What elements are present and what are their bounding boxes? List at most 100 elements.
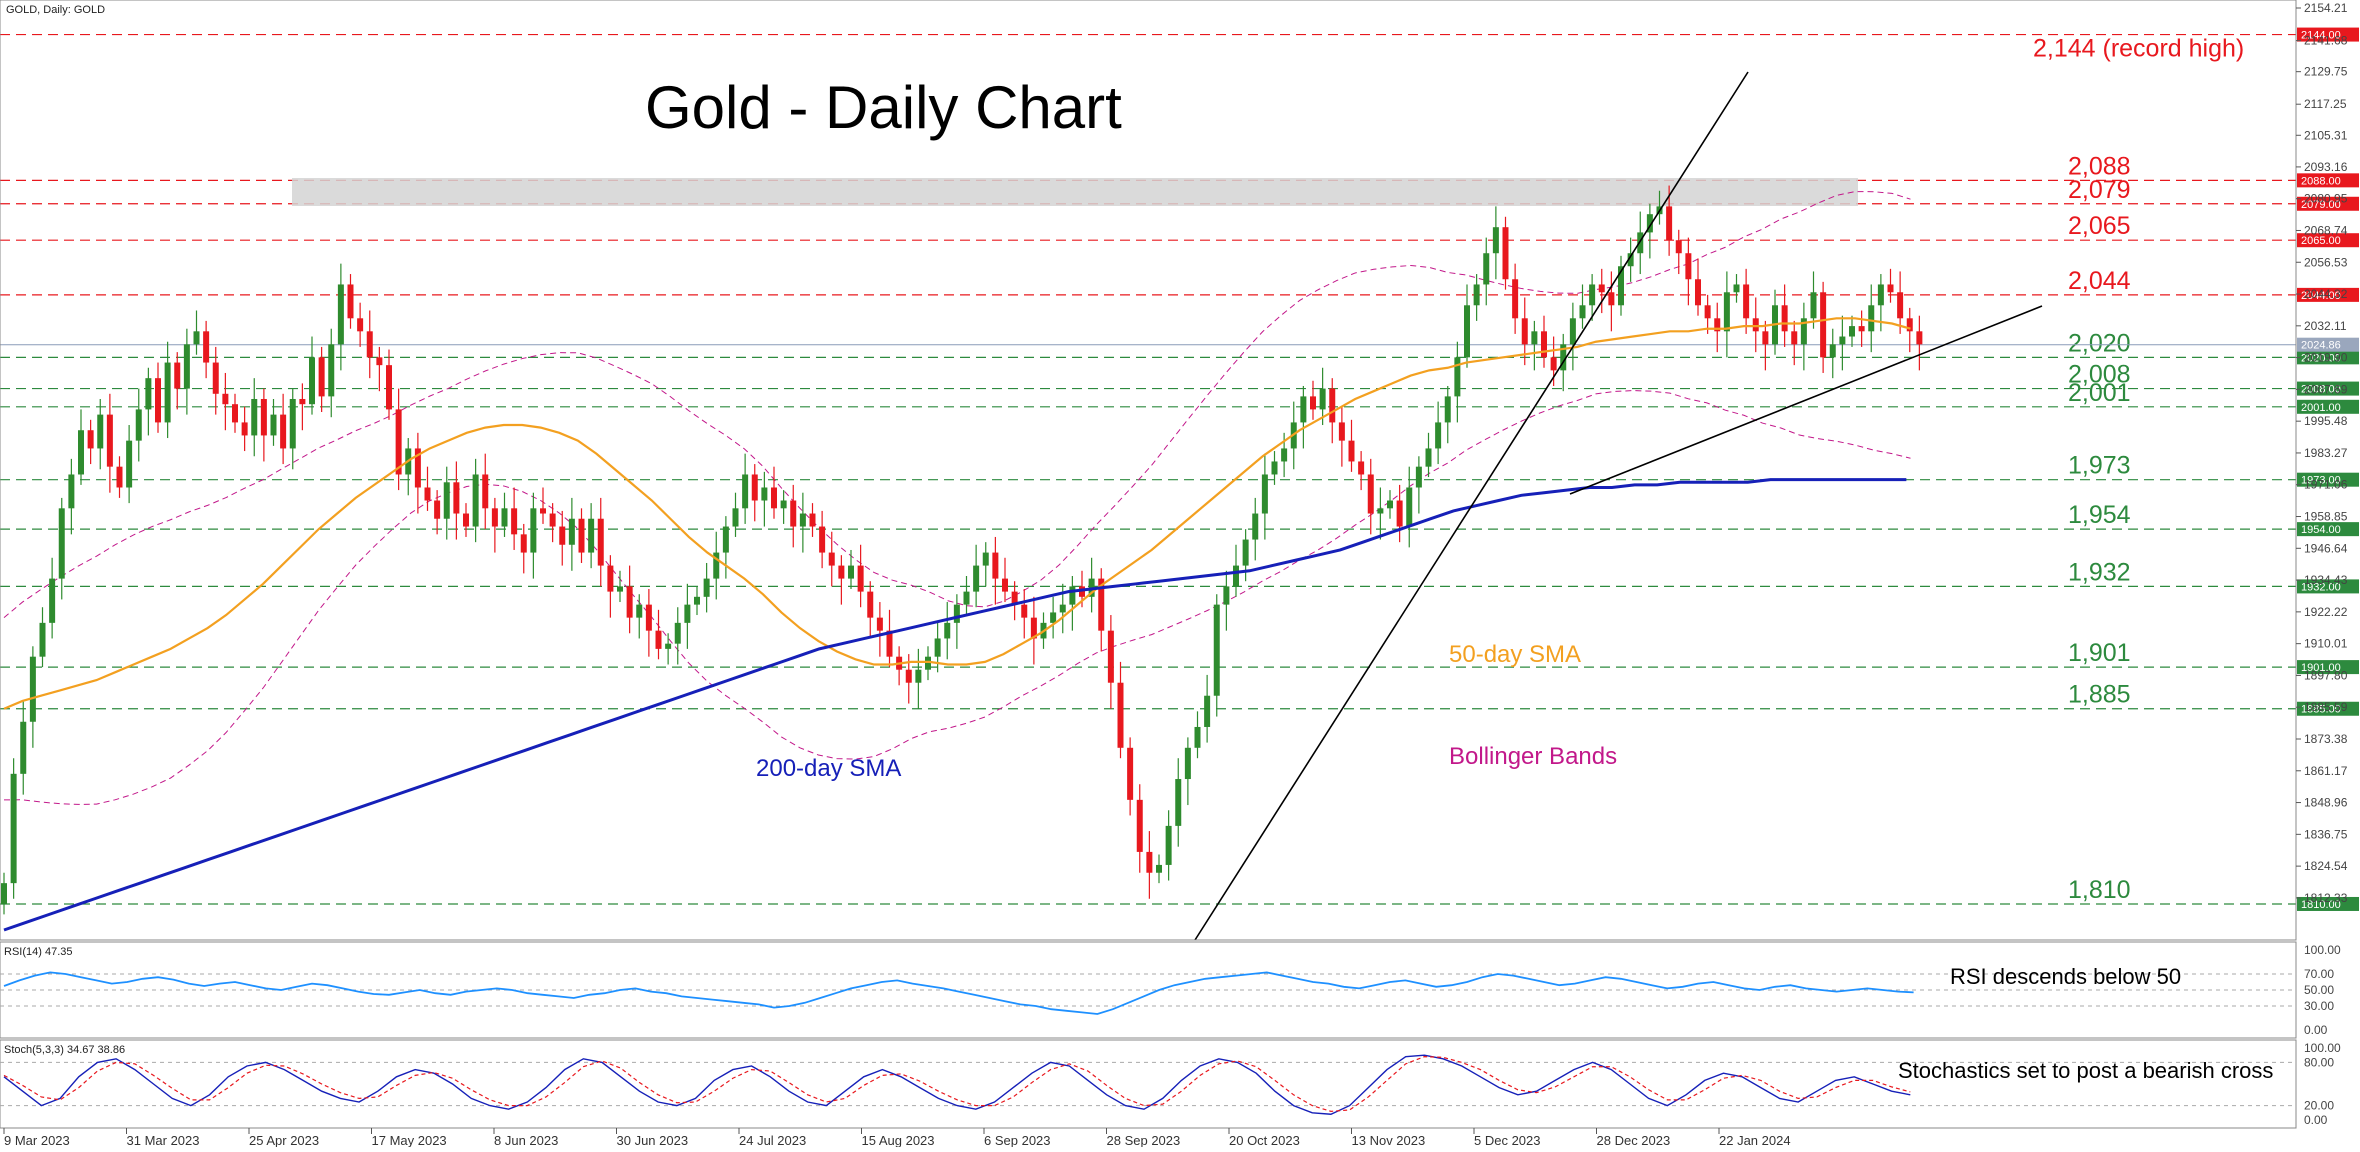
rsi-tick-label: 50.00	[2304, 983, 2334, 997]
candle-body	[1887, 284, 1894, 293]
stoch-signal-line	[3, 1056, 1911, 1112]
candle-body	[645, 604, 652, 631]
candle-body	[1387, 500, 1393, 509]
candle-body	[1752, 318, 1759, 332]
candle-body	[588, 518, 595, 553]
candle-body	[1743, 284, 1750, 319]
level-price-tag-bg	[2297, 27, 2359, 42]
x-tick-label: 30 Jun 2023	[617, 1133, 689, 1147]
candle-body	[1820, 292, 1827, 358]
candle-body	[1377, 508, 1384, 514]
x-tick-label: 28 Dec 2023	[1597, 1133, 1671, 1147]
level-price-tag: 1901.00	[2301, 662, 2341, 674]
candle-body	[366, 331, 373, 358]
y-tick-label: 1885.59	[2304, 700, 2348, 714]
y-tick-label: 2129.75	[2304, 65, 2348, 79]
level-price-tag-bg	[2297, 701, 2359, 716]
candle-body	[203, 331, 210, 363]
candle-body	[116, 466, 123, 488]
candle-body	[1714, 318, 1721, 332]
level-label: 1,954	[2068, 501, 2131, 529]
candle-body	[1512, 279, 1519, 319]
x-tick-label: 15 Aug 2023	[862, 1133, 935, 1147]
candle-body	[1897, 292, 1904, 319]
candle-body	[953, 604, 960, 623]
rsi-tick-label: 100.00	[2304, 943, 2341, 957]
candle-body	[722, 526, 729, 553]
x-tick-label: 25 Apr 2023	[249, 1133, 319, 1147]
y-tick-label: 2007.69	[2304, 382, 2348, 396]
stoch-tick-label: 0.00	[2304, 1113, 2328, 1127]
candle-body	[1916, 331, 1923, 345]
level-price-tag-bg	[2297, 173, 2359, 188]
level-price-tag-bg	[2297, 381, 2359, 396]
candle-body	[1637, 232, 1644, 254]
candle-body	[751, 474, 758, 501]
candle-body	[1281, 448, 1288, 462]
level-label: 2,001	[2068, 379, 2131, 407]
y-tick-label: 2056.53	[2304, 255, 2348, 269]
y-tick-label: 1861.17	[2304, 764, 2348, 778]
level-label: 2,065	[2068, 212, 2131, 240]
rsi-panel-frame	[0, 941, 2297, 1039]
candle-body	[1223, 586, 1230, 605]
level-price-tag: 2144.00	[2301, 30, 2341, 42]
x-tick-label: 9 Mar 2023	[4, 1133, 70, 1147]
candle-body	[1435, 422, 1442, 449]
y-tick-label: 1910.01	[2304, 637, 2348, 651]
candle-body	[944, 622, 951, 639]
level-price-tag: 2001.00	[2301, 402, 2341, 414]
candle-body	[49, 578, 56, 623]
sma200-line	[3, 478, 1907, 932]
candle-body	[1310, 396, 1316, 410]
candle-body	[1194, 726, 1201, 748]
y-tick-label: 1983.27	[2304, 446, 2348, 460]
candle-body	[68, 474, 75, 509]
candle-body	[886, 630, 893, 657]
symbol-label: GOLD, Daily: GOLD	[6, 4, 105, 16]
candle-body	[1492, 227, 1499, 254]
y-tick-label: 2105.31	[2304, 128, 2348, 142]
candle-body	[395, 409, 402, 475]
candle-body	[732, 508, 739, 527]
candle-body	[742, 474, 749, 509]
candle-body	[376, 357, 383, 366]
y-tick-label: 2032.11	[2304, 319, 2347, 333]
candle-body	[135, 409, 142, 441]
candle-body	[1252, 513, 1259, 540]
x-tick-label: 6 Sep 2023	[984, 1133, 1051, 1147]
x-tick-label: 8 Jun 2023	[494, 1133, 558, 1147]
candle-body	[1300, 396, 1307, 423]
candle-body	[934, 638, 941, 657]
candle-body	[713, 552, 720, 579]
candle-body	[1444, 396, 1451, 423]
level-price-tag-bg	[2297, 287, 2359, 302]
level-price-tag: 2079.00	[2301, 199, 2341, 211]
candle-body	[540, 508, 546, 514]
x-tick-label: 13 Nov 2023	[1352, 1133, 1426, 1147]
candle-body	[260, 398, 267, 436]
sma50-annotation: 50-day SMA	[1449, 641, 1581, 668]
y-tick-label: 2080.95	[2304, 192, 2348, 206]
candle-body	[222, 393, 229, 405]
candle-body	[799, 513, 806, 527]
x-tick-label: 22 Jan 2024	[1719, 1133, 1791, 1147]
y-tick-label: 2093.16	[2304, 160, 2348, 174]
candle-body	[318, 357, 325, 397]
level-label: 1,932	[2068, 558, 2131, 586]
candle-body	[597, 518, 604, 566]
candle-body	[1213, 604, 1220, 696]
candle-body	[1473, 284, 1480, 306]
level-price-tag: 2020.00	[2301, 352, 2341, 364]
level-price-tag: 2044.00	[2301, 290, 2341, 302]
y-tick-label: 2019.90	[2304, 351, 2348, 365]
level-price-tag-bg	[2297, 660, 2359, 675]
level-price-tag-bg	[2297, 896, 2359, 911]
candle-body	[212, 362, 219, 394]
candle-body	[636, 604, 643, 618]
candle-body	[1406, 487, 1413, 527]
candle-body	[1589, 284, 1596, 306]
level-label: 1,901	[2068, 639, 2131, 667]
candle-body	[414, 448, 421, 488]
